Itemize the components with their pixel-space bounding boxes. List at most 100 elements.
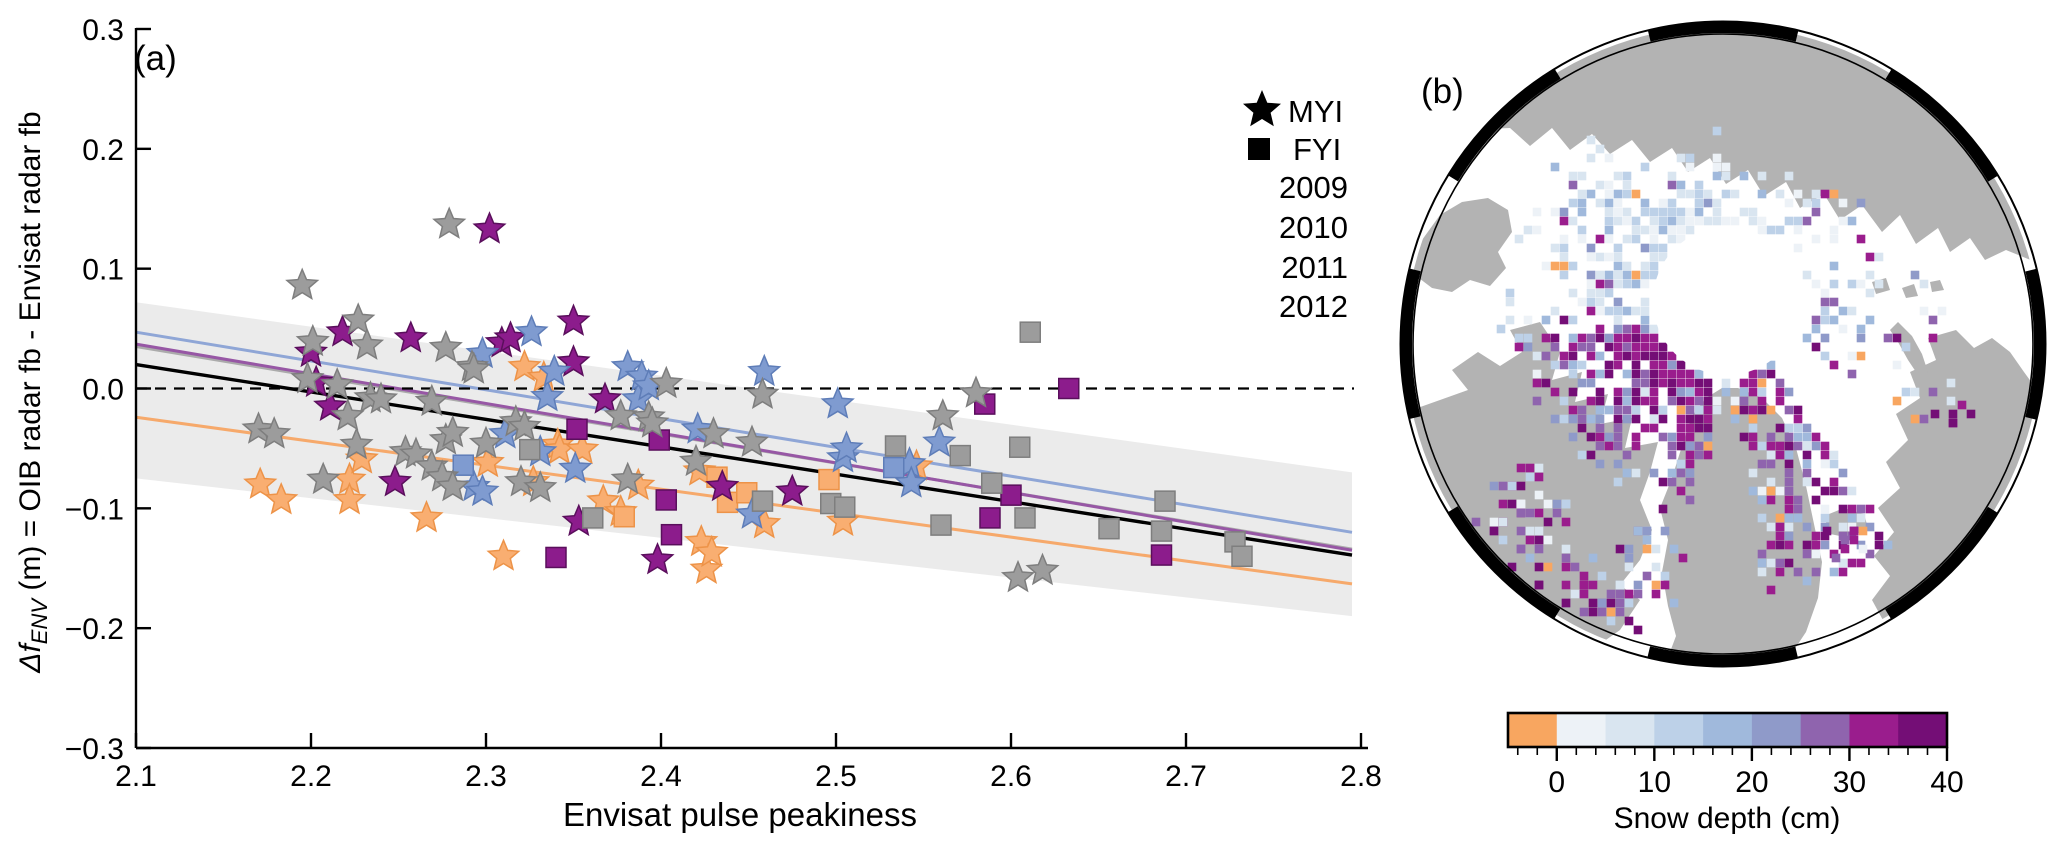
- scatter-point: [884, 435, 907, 457]
- scatter-point: [745, 376, 780, 409]
- legend: MYI FYI 2009 2010 2011 2012: [1279, 94, 1348, 324]
- scatter-point: [1098, 517, 1120, 540]
- scatter-point: [829, 430, 864, 463]
- land-scandinavia: [1872, 330, 2040, 622]
- scatter-point: [264, 481, 299, 515]
- scatter-point: [456, 351, 491, 384]
- myi-star-icon: [1243, 90, 1281, 127]
- panel-b-letter: (b): [1421, 72, 1464, 111]
- scatter-point: [640, 541, 675, 575]
- scatter-point: [649, 365, 684, 399]
- x-tick-label: 2.1: [115, 760, 157, 793]
- scatter-point: [503, 464, 539, 497]
- scatter-point: [432, 206, 467, 239]
- scatter-point: [507, 408, 542, 442]
- scatter-point: [472, 211, 507, 244]
- x-tick-label: 2.2: [290, 760, 332, 793]
- scatter-point: [320, 366, 355, 400]
- scatter-point: [341, 302, 376, 335]
- scatter-point: [949, 444, 971, 467]
- scatter-point: [655, 489, 677, 511]
- scatter-point: [558, 450, 593, 484]
- x-tick-label: 2.5: [815, 760, 857, 793]
- scatter-point: [747, 353, 782, 387]
- scatter-point: [751, 490, 774, 512]
- y-tick-label: −0.3: [65, 733, 124, 766]
- scatter-point: [363, 381, 399, 414]
- series-2012-MYI: [241, 206, 1060, 593]
- scatter-point: [556, 303, 591, 336]
- land-svalbard-3: [1930, 280, 1944, 292]
- scatter-point: [1058, 377, 1080, 400]
- x-tick-label: 2.3: [465, 760, 507, 793]
- scatter-point: [332, 481, 367, 515]
- scatter-point: [981, 472, 1003, 494]
- scatter-point: [1014, 507, 1036, 529]
- regression-line-2011: [135, 330, 1353, 534]
- scatter-point: [295, 323, 330, 357]
- scatter-point: [545, 546, 567, 569]
- legend-year-2010: 2010: [1279, 210, 1348, 245]
- y-tick-label: −0.2: [65, 613, 124, 646]
- panel-a-letter: (a): [134, 39, 177, 78]
- colorbar-tick-label: 0: [1548, 766, 1565, 799]
- scatter-point: [820, 386, 855, 419]
- series-2012-FYI: [519, 321, 1253, 568]
- scatter-point: [1025, 552, 1060, 586]
- land-chukotka: [1411, 198, 1512, 292]
- axes: [134, 27, 1368, 750]
- scatter-point: [409, 499, 444, 533]
- scatter-point: [523, 470, 558, 503]
- x-tick-label: 2.8: [1340, 760, 1382, 793]
- x-tick-label: 2.4: [640, 760, 682, 793]
- scatter-point: [818, 468, 840, 491]
- colorbar-tick-label: 40: [1930, 766, 1963, 799]
- colorbar-tick-label: 30: [1833, 766, 1866, 799]
- scatter-point: [678, 443, 714, 477]
- legend-myi-label: MYI: [1288, 94, 1343, 129]
- scatter-point: [290, 360, 325, 394]
- map-ring: [1399, 20, 2047, 668]
- scatter-point: [775, 473, 810, 507]
- series-2011-FYI: [452, 454, 905, 479]
- x-axis-label: Envisat pulse peakiness: [563, 796, 917, 833]
- scatter-point: [705, 468, 740, 502]
- scatter-point: [1150, 544, 1173, 566]
- scatter-point: [465, 473, 500, 507]
- legend-year-2012: 2012: [1279, 289, 1348, 324]
- scatter-point: [660, 523, 683, 546]
- scatter-point: [734, 424, 770, 457]
- snow-depth-mosaic: [1471, 126, 1976, 635]
- scatter-point: [566, 418, 588, 440]
- colorbar-label: Snow depth (cm): [1614, 802, 1841, 835]
- legend-icons: [1243, 90, 1281, 160]
- land-svalbard-2: [1902, 284, 1918, 298]
- scatter-point: [468, 425, 504, 459]
- scatter-point: [1000, 559, 1036, 593]
- scatter-point: [925, 398, 960, 431]
- scatter-point: [519, 438, 541, 461]
- scatter-point: [1009, 436, 1031, 458]
- scatter-point: [514, 314, 549, 347]
- scatter-point: [339, 426, 374, 460]
- scatter-point: [306, 461, 341, 495]
- scatter-point: [428, 329, 463, 363]
- scatter-point: [922, 424, 957, 457]
- scatter-point: [694, 534, 729, 568]
- pole-hole: [1653, 227, 1801, 375]
- scatter-point: [1154, 490, 1176, 512]
- map-panel: 0 10 20 30 40: [1399, 20, 2047, 799]
- scatter-point: [530, 378, 565, 412]
- scatter-point: [435, 414, 470, 448]
- scatter-point: [1019, 321, 1041, 343]
- scatter-point: [393, 320, 428, 353]
- colorbar-tick-label: 10: [1638, 766, 1671, 799]
- fyi-square-icon: [1248, 138, 1270, 160]
- scatter-point: [696, 416, 731, 449]
- scatter-point: [958, 375, 994, 408]
- scatter-point: [257, 416, 292, 449]
- scatter-point: [285, 267, 320, 300]
- scatter-point: [610, 461, 645, 495]
